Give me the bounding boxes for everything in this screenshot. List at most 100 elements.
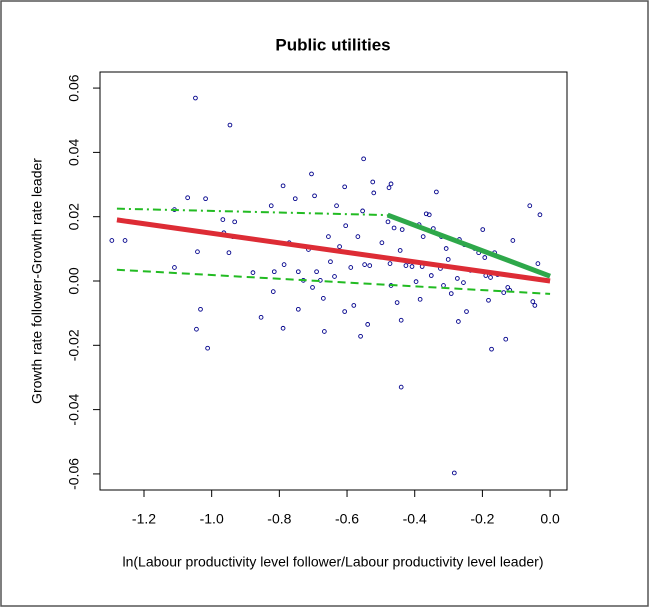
scatter-point <box>205 345 210 351</box>
scatter-point <box>280 325 286 331</box>
x-tick-label: -1.0 <box>200 511 224 527</box>
scatter-point <box>365 322 371 327</box>
scatter-point <box>271 269 277 275</box>
scatter-point <box>527 203 533 209</box>
scatter-point <box>532 303 538 308</box>
scatter-point <box>370 179 376 185</box>
scatter-point <box>537 212 543 218</box>
scatter-point <box>486 297 491 303</box>
scatter-point <box>413 279 419 284</box>
scatter-point <box>309 171 314 177</box>
scatter-point <box>198 306 203 312</box>
y-tick-label: 0.06 <box>66 74 82 101</box>
scatter-point <box>503 336 509 342</box>
scatter-point <box>423 211 429 217</box>
scatter-point <box>268 203 274 209</box>
scatter-point <box>510 238 516 243</box>
scatter-point <box>409 264 415 269</box>
x-axis-label: ln(Labour productivity level follower/La… <box>123 554 544 570</box>
scatter-point <box>445 257 451 262</box>
scatter-point <box>535 261 541 266</box>
scatter-point <box>348 265 354 270</box>
scatter-point <box>109 238 115 243</box>
scatter-point <box>232 219 238 225</box>
scatter-point <box>398 317 404 323</box>
scatter-point <box>334 203 339 209</box>
scatter-point <box>480 227 486 232</box>
scatter-point <box>226 250 232 256</box>
scatter-point <box>194 326 199 332</box>
scatter-point <box>342 184 348 190</box>
scatter-point <box>428 273 434 278</box>
scatter-point <box>482 255 488 260</box>
scatter-point <box>250 270 256 275</box>
scatter-point <box>361 156 366 162</box>
scatter-point <box>355 234 361 239</box>
scatter-point <box>281 262 287 267</box>
scatter-point <box>464 309 469 314</box>
scatter-point <box>227 122 233 128</box>
scatter-point <box>420 234 426 239</box>
line <box>116 217 551 284</box>
scatter-point <box>385 219 391 225</box>
scatter-point <box>394 300 400 305</box>
scatter-point <box>312 193 317 199</box>
scatter-point <box>314 269 319 275</box>
scatter-point <box>195 249 200 255</box>
scatter-point <box>397 248 403 253</box>
y-tick-label: -0.04 <box>66 393 82 425</box>
scatter-point <box>443 246 449 251</box>
scatter-point <box>310 285 315 290</box>
scatter-point <box>172 265 177 270</box>
y-tick-label: -0.02 <box>66 329 82 361</box>
y-tick-label: 0.02 <box>66 203 82 230</box>
scatter-point <box>379 240 385 246</box>
y-tick-label: 0.00 <box>66 267 82 294</box>
scatter-point <box>489 346 494 352</box>
scatter-point <box>451 470 457 476</box>
x-tick-label: -1.2 <box>132 511 156 527</box>
scatter-point <box>292 196 298 202</box>
y-tick-label: 0.04 <box>66 139 82 166</box>
x-tick-label: -0.2 <box>470 511 494 527</box>
scatter-point <box>258 314 264 320</box>
scatter-point <box>360 208 365 214</box>
scatter-point <box>351 303 357 308</box>
scatter-point <box>501 290 507 295</box>
scatter-point <box>332 274 337 279</box>
scatter-point <box>399 227 405 232</box>
scatter-point <box>185 195 190 201</box>
scatter-point <box>320 296 326 301</box>
y-axis-label: Growth rate follower-Growth rate leader <box>29 158 45 404</box>
scatter-point <box>391 225 397 231</box>
scatter-point <box>461 280 466 285</box>
scatter-point <box>220 217 226 222</box>
scatter-point <box>530 299 536 304</box>
y-tick-label: -0.06 <box>66 458 82 490</box>
scatter-point <box>343 223 349 229</box>
line <box>386 212 551 279</box>
scatter-point <box>326 234 331 239</box>
scatter-point <box>387 261 393 266</box>
scatter-point <box>426 212 432 218</box>
scatter-point <box>322 329 327 334</box>
scatter-point <box>280 183 286 189</box>
scatter-point <box>456 319 461 324</box>
x-tick-label: -0.4 <box>403 511 427 527</box>
scatter-point <box>342 309 348 314</box>
scatter-point <box>386 185 392 191</box>
scatter-point <box>203 196 208 202</box>
scatter-point <box>448 291 454 296</box>
scatter-point <box>328 259 333 265</box>
scatter-point <box>388 181 394 187</box>
scatter-point <box>362 262 367 267</box>
scatter-point <box>122 238 128 243</box>
scatter-point <box>358 333 363 339</box>
scatter-point <box>417 296 423 302</box>
scatter-point <box>270 289 276 294</box>
scatter-point <box>371 190 377 196</box>
x-tick-label: -0.6 <box>335 511 359 527</box>
chart-title: Public utilities <box>275 35 390 54</box>
